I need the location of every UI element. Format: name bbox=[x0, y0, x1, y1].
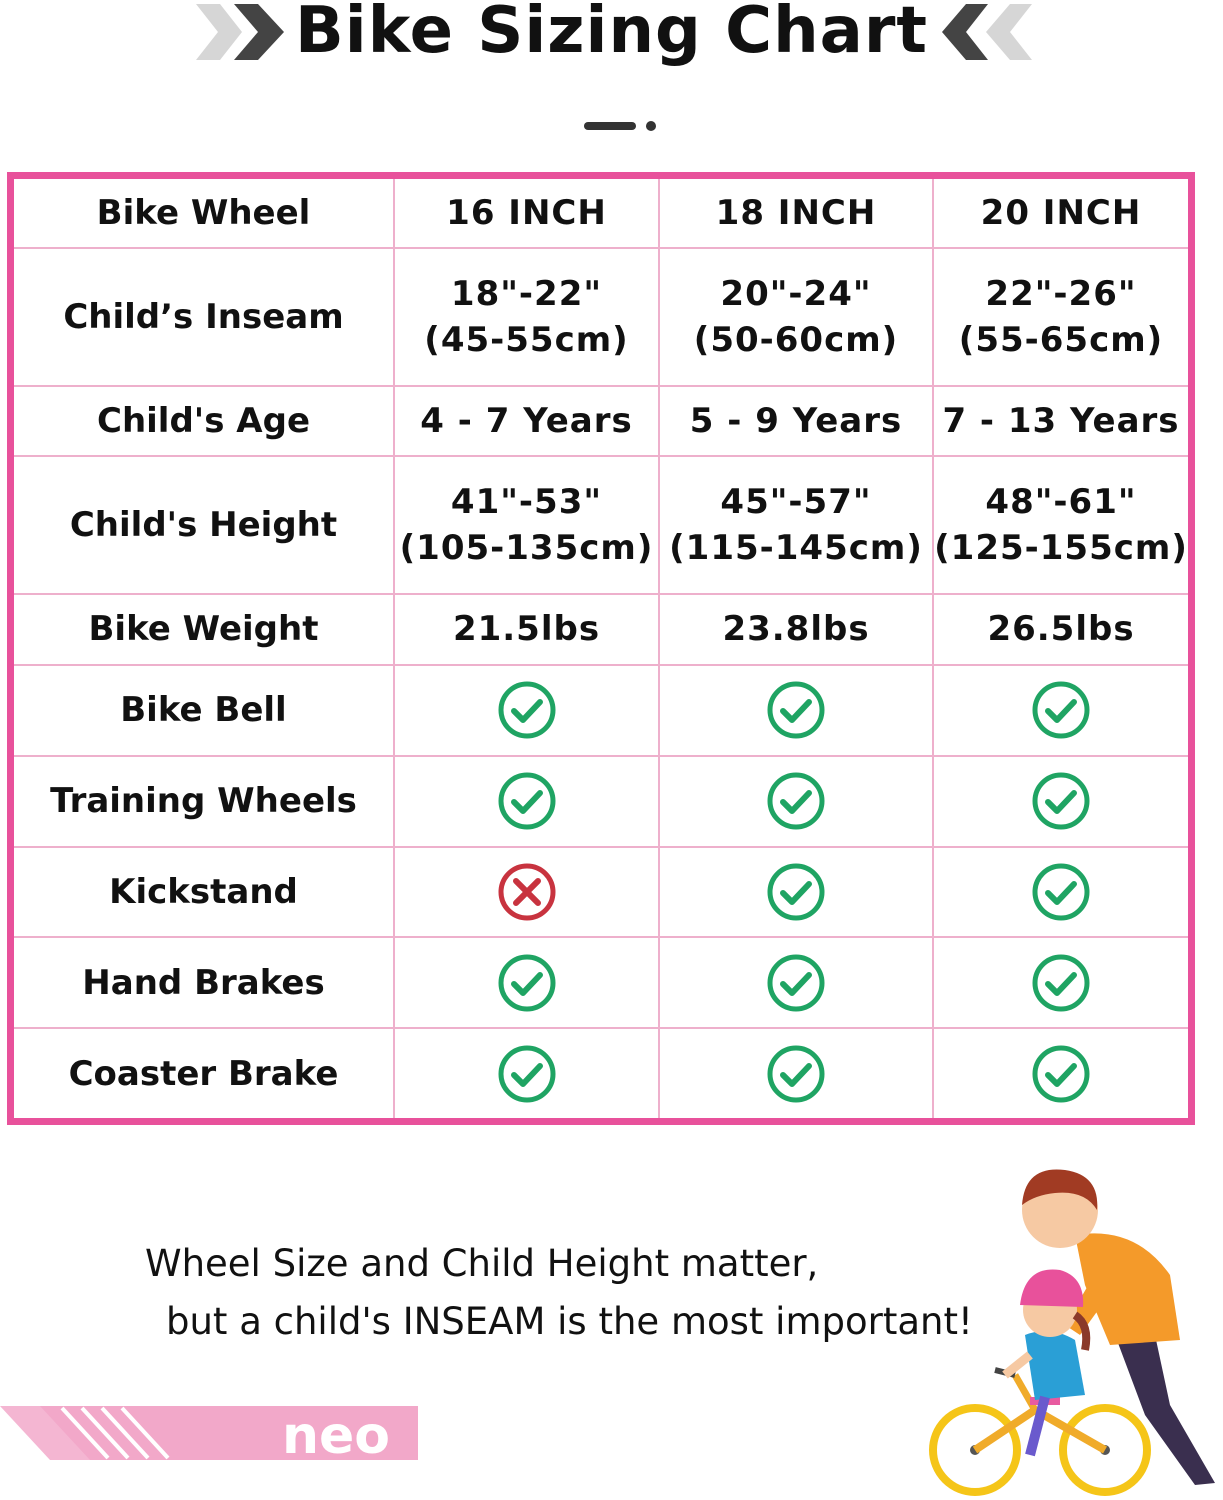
neo-logo-text: neo bbox=[282, 1406, 390, 1466]
value-line: 5 - 9 Years bbox=[689, 401, 903, 442]
check-icon bbox=[767, 863, 825, 921]
value-line: 26.5lbs bbox=[987, 609, 1135, 650]
check-icon bbox=[498, 681, 555, 739]
value-cell: 48"-61" (125-155cm) bbox=[932, 455, 1188, 596]
table-row: Child's Age 4 - 7 Years 5 - 9 Years 7 - 13 … bbox=[14, 384, 1188, 458]
feature-cell bbox=[658, 663, 934, 757]
check-icon bbox=[1032, 681, 1090, 739]
value-line: 18"-22" bbox=[450, 273, 603, 314]
row-label: Bike Weight bbox=[14, 593, 395, 666]
sizing-grid: Bike Wheel 16 INCH 18 INCH 20 INCH Child… bbox=[14, 179, 1188, 1118]
check-icon bbox=[767, 954, 825, 1012]
value-line-metric: (125-155cm) bbox=[934, 528, 1188, 569]
value-cell: 21.5lbs bbox=[393, 593, 660, 666]
column-header: Bike Wheel bbox=[14, 179, 395, 248]
table-row: Coaster Brake bbox=[14, 1027, 1188, 1118]
double-chevron-right-icon bbox=[196, 4, 284, 60]
check-icon bbox=[1032, 954, 1090, 1012]
value-cell: 26.5lbs bbox=[932, 593, 1188, 666]
value-line-metric: (45-55cm) bbox=[424, 319, 629, 360]
value-cell: 23.8lbs bbox=[658, 593, 934, 666]
feature-cell bbox=[658, 754, 934, 848]
feature-cell bbox=[932, 936, 1188, 1030]
value-line-metric: (50-60cm) bbox=[693, 319, 899, 360]
neo-brand-banner: neo bbox=[0, 1406, 418, 1466]
value-cell: 4 - 7 Years bbox=[393, 384, 660, 458]
table-row: Kickstand bbox=[14, 845, 1188, 939]
table-row: Child’s Inseam 18"-22" (45-55cm) 20"-24" (50… bbox=[14, 246, 1188, 387]
check-icon bbox=[767, 681, 825, 739]
page-title: Bike Sizing Chart bbox=[295, 0, 928, 68]
value-line: 4 - 7 Years bbox=[420, 401, 633, 442]
feature-cell bbox=[393, 663, 660, 757]
table-row: Bike Weight 21.5lbs 23.8lbs 26.5lbs bbox=[14, 593, 1188, 666]
check-icon bbox=[498, 1045, 555, 1103]
row-label: Child’s Inseam bbox=[14, 246, 395, 387]
header-row: Bike Wheel 16 INCH 18 INCH 20 INCH bbox=[14, 179, 1188, 248]
value-cell: 20"-24" (50-60cm) bbox=[658, 246, 934, 387]
value-line: 21.5lbs bbox=[452, 609, 601, 650]
cross-icon bbox=[498, 863, 555, 921]
feature-cell bbox=[393, 936, 660, 1030]
value-cell: 22"-26" (55-65cm) bbox=[932, 246, 1188, 387]
value-line: 23.8lbs bbox=[722, 609, 870, 650]
feature-cell bbox=[932, 1027, 1188, 1118]
row-label: Child's Age bbox=[14, 384, 395, 458]
header: Bike Sizing Chart bbox=[0, 0, 1223, 150]
value-line: 48"-61" bbox=[985, 482, 1137, 523]
value-line: 7 - 13 Years bbox=[942, 401, 1180, 442]
column-header: 20 INCH bbox=[932, 179, 1188, 248]
value-cell: 41"-53" (105-135cm) bbox=[393, 455, 660, 596]
row-label: Training Wheels bbox=[14, 754, 395, 848]
feature-cell bbox=[393, 1027, 660, 1118]
check-icon bbox=[498, 772, 555, 830]
row-label: Bike Bell bbox=[14, 663, 395, 757]
value-cell: 45"-57" (115-145cm) bbox=[658, 455, 934, 596]
value-cell: 18"-22" (45-55cm) bbox=[393, 246, 660, 387]
check-icon bbox=[1032, 1045, 1090, 1103]
title-underline bbox=[584, 122, 636, 130]
feature-cell bbox=[932, 663, 1188, 757]
table-row: Training Wheels bbox=[14, 754, 1188, 848]
double-chevron-left-icon bbox=[942, 4, 1032, 60]
value-line: 45"-57" bbox=[720, 482, 872, 523]
row-label: Kickstand bbox=[14, 845, 395, 939]
check-icon bbox=[1032, 772, 1090, 830]
row-label: Coaster Brake bbox=[14, 1027, 395, 1118]
value-line: 22"-26" bbox=[985, 273, 1137, 314]
check-icon bbox=[767, 772, 825, 830]
check-icon bbox=[498, 954, 555, 1012]
row-label: Hand Brakes bbox=[14, 936, 395, 1030]
tagline-line-1: Wheel Size and Child Height matter, bbox=[145, 1242, 819, 1285]
feature-cell bbox=[658, 1027, 934, 1118]
check-icon bbox=[1032, 863, 1090, 921]
value-cell: 5 - 9 Years bbox=[658, 384, 934, 458]
table-row: Bike Bell bbox=[14, 663, 1188, 757]
tagline-line-2: but a child's INSEAM is the most importa… bbox=[166, 1300, 973, 1343]
row-label: Child's Height bbox=[14, 455, 395, 596]
value-line: 41"-53" bbox=[450, 482, 603, 523]
value-line-metric: (105-135cm) bbox=[399, 528, 654, 569]
value-line: 20"-24" bbox=[720, 273, 872, 314]
feature-cell bbox=[658, 936, 934, 1030]
column-header: 18 INCH bbox=[658, 179, 934, 248]
feature-cell bbox=[393, 754, 660, 848]
value-line-metric: (55-65cm) bbox=[958, 319, 1164, 360]
column-header: 16 INCH bbox=[393, 179, 660, 248]
sizing-table: Bike Wheel 16 INCH 18 INCH 20 INCH Child… bbox=[7, 172, 1195, 1125]
value-line-metric: (115-145cm) bbox=[669, 528, 923, 569]
feature-cell bbox=[932, 754, 1188, 848]
feature-cell bbox=[932, 845, 1188, 939]
value-cell: 7 - 13 Years bbox=[932, 384, 1188, 458]
table-row: Hand Brakes bbox=[14, 936, 1188, 1030]
parent-child-bike-illustration bbox=[929, 1169, 1215, 1496]
table-row: Child's Height 41"-53" (105-135cm) 45"-57" (… bbox=[14, 455, 1188, 596]
check-icon bbox=[767, 1045, 825, 1103]
feature-cell bbox=[658, 845, 934, 939]
feature-cell bbox=[393, 845, 660, 939]
title-dot bbox=[646, 121, 656, 131]
